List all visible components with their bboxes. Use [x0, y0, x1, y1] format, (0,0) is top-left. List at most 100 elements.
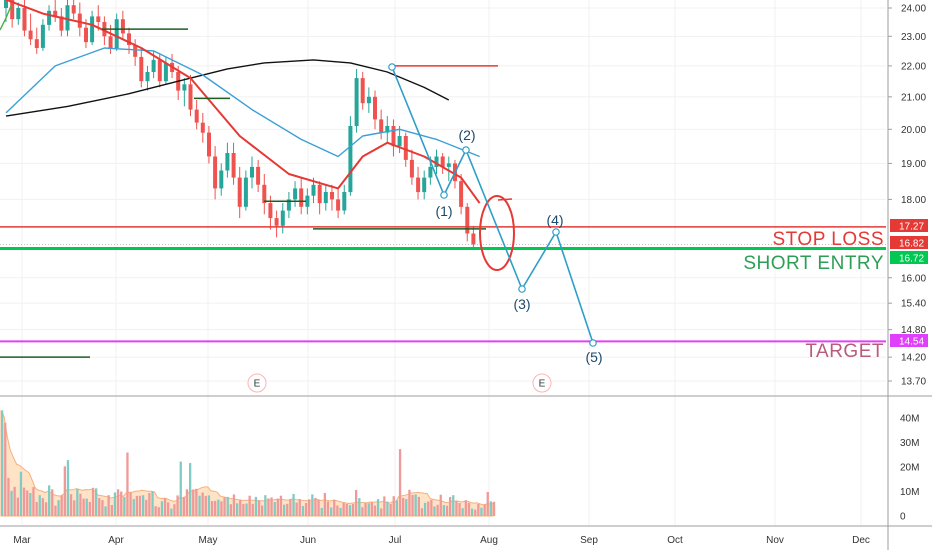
candle — [59, 8, 64, 37]
target-label: TARGET — [805, 341, 884, 362]
candle-body — [305, 195, 310, 207]
volume-bar — [411, 494, 414, 516]
candle-body — [182, 84, 187, 91]
price-tick-label: 23.00 — [901, 32, 926, 43]
candle-body — [114, 19, 119, 48]
volume-bar — [376, 499, 380, 516]
price-tick-label: 15.40 — [901, 299, 926, 310]
candle-body — [403, 136, 408, 160]
volume-bar — [95, 488, 98, 516]
volume-bar — [314, 497, 317, 516]
candle — [219, 163, 224, 196]
candle-body — [219, 170, 224, 189]
volume-bar — [254, 496, 258, 516]
volume-bar — [232, 494, 236, 516]
candle-body — [77, 13, 82, 28]
month-label: Nov — [766, 535, 784, 546]
volume-bar — [292, 493, 295, 516]
volume-bar — [470, 508, 474, 516]
volume-bar — [110, 505, 113, 516]
price-tick-label: 19.00 — [901, 159, 926, 170]
candle — [145, 65, 150, 91]
candle — [434, 149, 439, 174]
volume-bar — [192, 489, 195, 516]
volume-bar — [142, 495, 145, 516]
wave-label: (1) — [435, 203, 452, 219]
volume-bar — [126, 452, 129, 516]
candle-body — [207, 132, 211, 157]
candle-body — [163, 62, 168, 82]
candle — [348, 116, 353, 196]
candle-body — [145, 72, 150, 82]
volume-bar — [10, 490, 13, 516]
short-entry-label: SHORT ENTRY — [743, 253, 884, 274]
moving-averages — [0, 0, 481, 204]
volume-bar — [113, 492, 117, 516]
volume-bar — [210, 501, 214, 516]
volume-bar — [69, 494, 73, 516]
volume-bar — [220, 501, 223, 516]
candle-body — [391, 126, 396, 147]
volume-bar — [261, 505, 264, 516]
candle-body — [348, 126, 353, 193]
volume-bar — [123, 497, 126, 516]
earnings-marker — [532, 373, 552, 393]
candle-body — [434, 156, 439, 167]
volume-bars — [0, 410, 496, 517]
price-tag-bg — [890, 219, 928, 232]
candle-body — [108, 36, 113, 48]
candle — [10, 0, 15, 28]
volume-bar — [402, 497, 405, 516]
volume-bar — [452, 495, 455, 516]
candle-body — [127, 33, 131, 45]
volume-bar — [176, 495, 179, 516]
candle-body — [465, 206, 470, 234]
candle — [231, 142, 236, 185]
candle — [213, 146, 218, 200]
volume-bar — [79, 493, 82, 516]
volume-bar — [185, 489, 189, 516]
candle-body — [151, 59, 156, 72]
volume-bar — [54, 505, 57, 516]
candle-body — [280, 210, 285, 226]
month-label: Mar — [13, 535, 31, 546]
ma-green-line — [0, 5, 12, 31]
volume-bar — [104, 506, 107, 516]
volume-bar — [107, 495, 110, 516]
volume-bar — [367, 503, 370, 516]
volume-bar — [16, 497, 19, 516]
candle — [385, 116, 390, 143]
candle-body — [323, 192, 328, 204]
volume-bar — [423, 502, 427, 516]
candle-body — [194, 109, 199, 123]
candle — [139, 48, 144, 88]
month-label: Jul — [389, 535, 402, 546]
candle-body — [22, 8, 27, 31]
volume-bar — [351, 504, 355, 516]
candle — [250, 156, 254, 189]
volume-bar — [380, 508, 383, 516]
volume-bar — [364, 503, 367, 516]
volume-bar — [7, 477, 10, 516]
candle-body — [120, 19, 125, 34]
price-tick-label: 16.00 — [901, 273, 926, 284]
volume-bar — [1, 410, 4, 516]
volume-bar — [264, 495, 267, 516]
candle-body — [188, 84, 193, 110]
ma-blue-line — [5, 47, 480, 158]
candle — [317, 181, 322, 215]
volume-bar — [336, 505, 339, 516]
price-tag-text: 16.72 — [899, 254, 924, 265]
candle-body — [65, 5, 70, 31]
month-label: Sep — [580, 535, 598, 546]
candle-body — [243, 177, 248, 207]
wave-path — [391, 66, 594, 344]
wave-point — [440, 191, 448, 199]
volume-bar — [132, 499, 135, 516]
candle — [65, 0, 70, 37]
volume-bar — [173, 504, 176, 516]
candle — [391, 119, 396, 157]
volume-bar — [414, 494, 417, 516]
volume-bar — [182, 496, 185, 516]
candle-body — [330, 192, 334, 200]
